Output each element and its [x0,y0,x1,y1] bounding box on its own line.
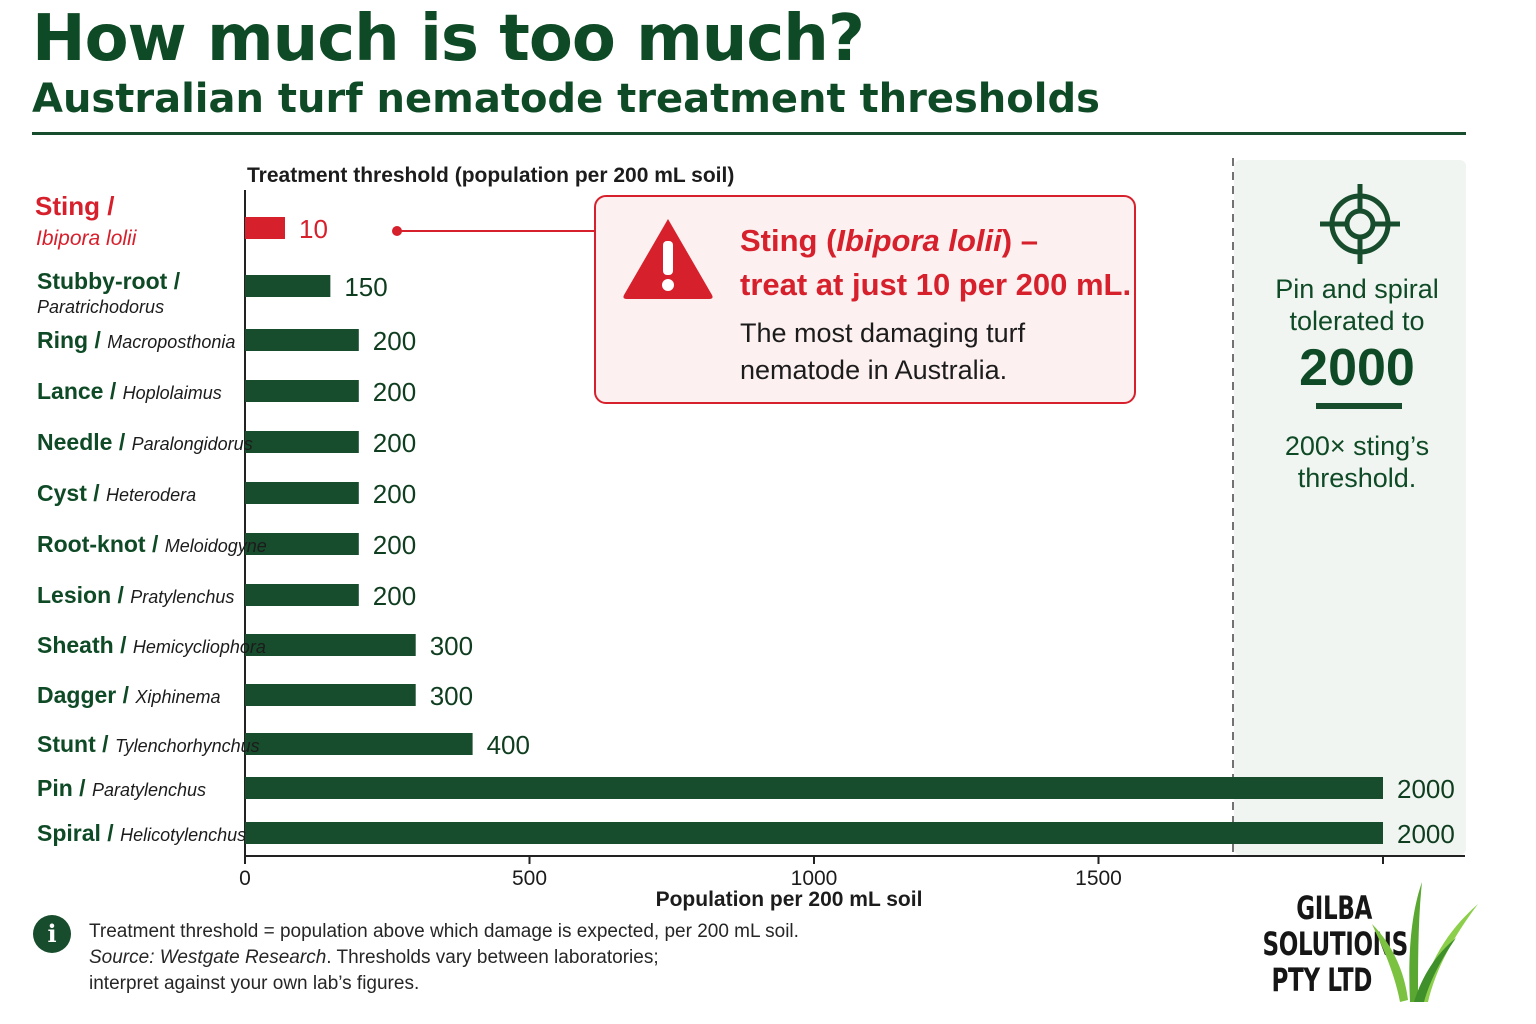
data-label: 200 [373,428,416,458]
panel-number: 2000 [1299,339,1415,397]
x-tick-label: 0 [239,867,251,890]
category-label: Root-knot / Meloidogyne [37,531,267,557]
category-label: Cyst / Heterodera [37,480,196,506]
highlight-panel [1234,160,1466,855]
bar-needle [245,431,359,453]
category-label: Stubby-root / [37,268,181,294]
category-label: Lance / Hoplolaimus [37,378,222,404]
data-label: 200 [373,326,416,356]
target-icon [1320,184,1400,264]
data-label: 200 [373,377,416,407]
warning-icon [623,219,713,299]
category-label: Stunt / Tylenchorhynchus [37,731,260,757]
bar-sheath [245,634,416,656]
category-label: Spiral / Helicotylenchus [37,820,246,846]
company-logo: GILBA SOLUTIONS PTY LTD [1220,880,1490,1010]
footnote-line-1: Treatment threshold = population above w… [89,921,799,942]
panel-line-3: 200× sting’s [1284,431,1430,461]
data-label: 150 [344,272,387,302]
bar-pin [245,777,1383,799]
category-label: Lesion / Pratylenchus [37,582,234,608]
x-tick-label: 500 [512,867,547,890]
bar-cyst [245,482,359,504]
data-label: 200 [373,530,416,560]
bar-lesion [245,584,359,606]
footnote: Treatment threshold = population above w… [89,919,909,997]
logo-wordmark: GILBA SOLUTIONS PTY LTD [1262,889,1409,999]
category-label: Needle / Paralongidorus [37,429,253,455]
data-label: 2000 [1397,774,1455,804]
callout-title: Sting (Ibipora lolii) – treat at just 10… [740,223,1132,302]
category-label: Dagger / Xiphinema [37,682,220,708]
bar-spiral [245,822,1383,844]
category-genus: Paratrichodorus [37,297,164,317]
bar-stunt [245,733,473,755]
bar-lance [245,380,359,402]
x-tick-label: 1000 [791,867,838,890]
data-label: 300 [430,681,473,711]
bar-stubby-root [245,275,331,297]
panel-underline [1316,403,1402,409]
x-axis-title: Population per 200 mL soil [656,888,923,911]
data-label: 2000 [1397,819,1455,849]
category-genus: Ibipora lolii [36,227,138,250]
category-label: Sting / [35,191,114,221]
bar-dagger [245,684,416,706]
page-title: How much is too much? [32,2,865,76]
data-label: 200 [373,479,416,509]
bar-ring [245,329,359,351]
data-label: 200 [373,581,416,611]
x-tick-label: 1500 [1075,867,1122,890]
data-label: 300 [430,631,473,661]
info-icon: i [33,915,71,953]
footnote-line-3: interpret against your own lab’s figures… [89,973,420,994]
header-divider [32,132,1466,135]
category-label: Pin / Paratylenchus [37,775,206,801]
category-label: Ring / Macroposthonia [37,327,235,353]
callout-body: The most damaging turf nematode in Austr… [740,318,1026,385]
bar-root-knot [245,533,359,555]
sting-callout: Sting (Ibipora lolii) – treat at just 10… [594,195,1136,404]
data-label: 10 [299,214,328,244]
panel-line-4: threshold. [1297,463,1417,493]
category-label: Sheath / Hemicycliophora [37,632,266,658]
chart-title: Treatment threshold (population per 200 … [247,164,734,187]
panel-line-1: Pin and spiral [1275,274,1439,304]
bar-sting [245,217,285,239]
data-label: 400 [487,730,530,760]
grass-icon [1372,882,1478,1002]
footnote-line-2: Source: Westgate Research. Thresholds va… [89,947,659,968]
page-subtitle: Australian turf nematode treatment thres… [32,76,1100,122]
panel-line-2: tolerated to [1289,306,1425,336]
